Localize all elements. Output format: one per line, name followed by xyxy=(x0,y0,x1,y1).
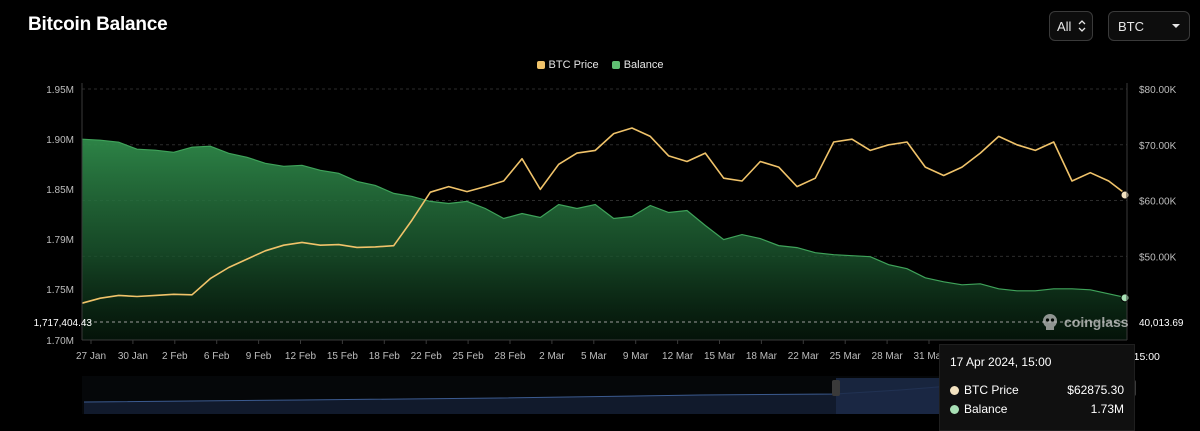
x-axis-tick-label: 28 Mar xyxy=(872,351,904,362)
right-current-value-label: 40,013.69 xyxy=(1139,318,1184,329)
coinglass-logo-icon xyxy=(1043,314,1057,330)
legend-label-btc-price: BTC Price xyxy=(548,59,599,71)
left-current-value-label: 1,717,404.43 xyxy=(34,318,93,329)
asset-select-label: BTC xyxy=(1118,18,1144,34)
navigator-handle-left xyxy=(832,380,840,396)
tooltip-value-balance: 1.73M xyxy=(1090,402,1124,416)
tooltip-label-balance: Balance xyxy=(964,402,1008,416)
tooltip-label-btc-price: BTC Price xyxy=(964,383,1019,397)
asset-select[interactable]: BTC xyxy=(1108,11,1190,41)
x-axis-tick-label: 12 Mar xyxy=(662,351,694,362)
btc-price-marker xyxy=(1120,190,1130,200)
x-axis-tick-label: 25 Mar xyxy=(830,351,862,362)
x-axis-tick-label: 12 Feb xyxy=(285,351,317,362)
balance-line xyxy=(81,138,1128,299)
x-axis-tick-label: 22 Mar xyxy=(788,351,820,362)
tooltip-row-btc-price: BTC Price $62875.30 xyxy=(950,383,1124,397)
x-axis-tick-label: 30 Jan xyxy=(118,351,148,362)
balance-marker xyxy=(1120,293,1130,303)
chart-title: Bitcoin Balance xyxy=(28,14,168,35)
left-axis-tick-label: 1.85M xyxy=(46,185,74,196)
legend-swatch-balance xyxy=(611,61,620,69)
chart-legend: BTC Price Balance xyxy=(0,59,1200,72)
legend-label-balance: Balance xyxy=(623,59,664,71)
left-axis-tick-label: 1.90M xyxy=(46,135,74,146)
x-axis-tick-label: 22 Feb xyxy=(411,351,443,362)
right-axis-tick-label: $80.00K xyxy=(1139,85,1177,96)
watermark-text: coinglass xyxy=(1064,314,1129,330)
x-axis-tick-label: 9 Feb xyxy=(246,351,272,362)
tooltip-row-balance: Balance 1.73M xyxy=(950,402,1124,416)
caret-down-icon xyxy=(1172,24,1180,28)
x-axis-tick-label: 9 Mar xyxy=(623,351,649,362)
x-axis-tick-label: 15 Feb xyxy=(327,351,359,362)
left-axis-tick-label: 1.95M xyxy=(46,85,74,96)
x-axis-tick-label: 2 Mar xyxy=(539,351,565,362)
x-axis-tick-label: 18 Mar xyxy=(746,351,778,362)
right-axis-tick-label: $70.00K xyxy=(1139,141,1177,152)
x-axis-tick-label: 5 Mar xyxy=(581,351,607,362)
x-axis-tick-label: 6 Feb xyxy=(204,351,230,362)
x-axis-tick-label: 25 Feb xyxy=(453,351,485,362)
left-axis-tick-label: 1.75M xyxy=(46,285,74,296)
balance-area xyxy=(82,139,1127,340)
x-axis-tick-label: 28 Feb xyxy=(494,351,526,362)
tooltip-dot-btc-price xyxy=(950,385,959,395)
x-axis-tick-label: 15 Mar xyxy=(704,351,736,362)
btc-price-line xyxy=(81,127,1128,304)
tooltip-dot-balance xyxy=(950,404,959,414)
legend-item-btc-price[interactable]: BTC Price xyxy=(536,59,599,71)
legend-swatch-btc-price xyxy=(536,61,545,69)
tooltip-date: 17 Apr 2024, 15:00 xyxy=(950,355,1052,369)
left-axis-tick-label: 1.70M xyxy=(46,336,74,347)
x-axis-tick-label: 31 Mar xyxy=(913,351,945,362)
right-axis-tick-label: $50.00K xyxy=(1139,252,1177,263)
x-axis-tick-label: 2 Feb xyxy=(162,351,188,362)
chevron-updown-icon xyxy=(1078,20,1086,32)
x-axis-tick-label: 27 Jan xyxy=(76,351,106,362)
chart-tooltip: 17 Apr 2024, 15:00 BTC Price $62875.30 B… xyxy=(939,344,1135,431)
tooltip-value-btc-price: $62875.30 xyxy=(1067,383,1124,397)
range-select[interactable]: All xyxy=(1049,11,1093,41)
range-select-label: All xyxy=(1057,18,1072,34)
left-axis-tick-label: 1.79M xyxy=(46,235,74,246)
right-axis-tick-label: $60.00K xyxy=(1139,197,1177,208)
coinglass-watermark: coinglass xyxy=(1040,312,1129,332)
legend-item-balance[interactable]: Balance xyxy=(611,59,664,71)
x-axis-tick-label: 18 Feb xyxy=(369,351,401,362)
